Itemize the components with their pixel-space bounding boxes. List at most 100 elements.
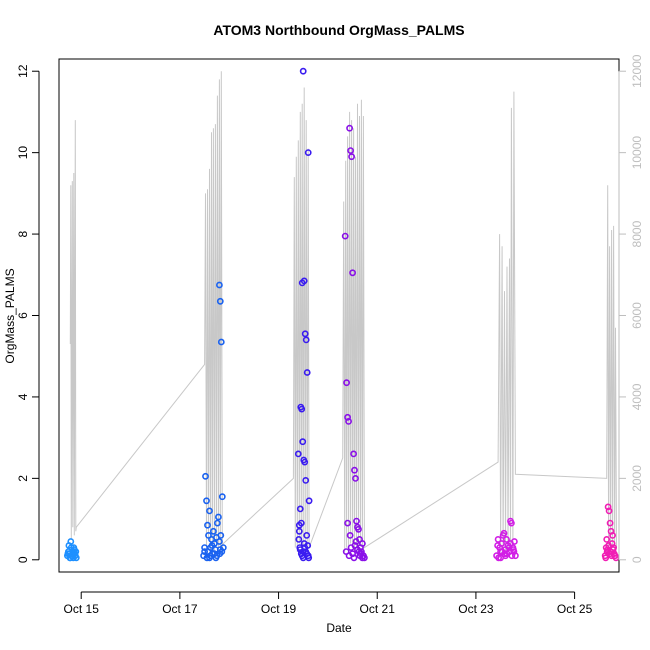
- data-point: [609, 532, 616, 539]
- data-point: [295, 536, 303, 543]
- y-axis-label: OrgMass_PALMS: [3, 268, 17, 363]
- data-point: [201, 544, 208, 551]
- data-point: [351, 466, 358, 474]
- data-point: [610, 544, 617, 551]
- data-point: [602, 554, 610, 562]
- data-point: [217, 532, 225, 539]
- data-point: [344, 413, 351, 421]
- data-point: [510, 546, 517, 553]
- data-point: [208, 542, 216, 549]
- series-oct-25: [601, 503, 620, 562]
- data-point: [358, 540, 366, 547]
- data-point: [305, 497, 313, 505]
- data-point: [302, 476, 310, 484]
- x-axis-label: Date: [326, 621, 352, 635]
- data-point: [209, 527, 217, 535]
- data-point: [502, 552, 509, 560]
- data-point: [604, 503, 612, 511]
- data-point: [341, 232, 349, 240]
- y-tick-label: 0: [16, 556, 30, 563]
- data-point: [72, 548, 80, 555]
- x-axis: Oct 15 Oct 17 Oct 19 Oct 21 Oct 23 Oct 25: [64, 591, 593, 616]
- data-point: [305, 554, 313, 562]
- data-point: [203, 497, 210, 505]
- x-tick-label: Oct 15: [64, 602, 100, 616]
- data-point: [303, 532, 311, 539]
- x-tick-label: Oct 19: [261, 602, 297, 616]
- y-right-tick-label: 8000: [630, 220, 644, 247]
- data-points: [64, 67, 620, 562]
- altitude-trace: [69, 71, 617, 552]
- data-point: [500, 529, 508, 537]
- data-point: [343, 379, 350, 387]
- data-point: [349, 269, 356, 277]
- y-tick-label: 12: [16, 64, 30, 78]
- y-tick-label: 10: [16, 146, 30, 160]
- data-point: [302, 336, 310, 344]
- data-point: [346, 532, 354, 539]
- data-point: [67, 538, 75, 545]
- data-point: [604, 546, 612, 553]
- data-point: [299, 67, 307, 75]
- data-point: [218, 493, 226, 501]
- y-axis-right: 0 2000 4000 6000 8000 10000 12000: [618, 54, 644, 563]
- y-right-tick-label: 12000: [630, 54, 644, 88]
- plot-area-border: [58, 58, 620, 573]
- data-point: [69, 554, 77, 562]
- series-oct-14: [64, 538, 80, 562]
- y-tick-label: 8: [16, 230, 30, 237]
- data-point: [299, 548, 307, 555]
- y-right-tick-label: 4000: [630, 383, 644, 410]
- data-point: [304, 149, 312, 156]
- data-point: [217, 338, 225, 346]
- y-tick-label: 2: [16, 475, 30, 482]
- data-point: [213, 519, 221, 527]
- data-point: [212, 554, 220, 562]
- data-point: [507, 540, 514, 547]
- data-point: [355, 525, 362, 533]
- data-point: [300, 277, 308, 285]
- x-tick-label: Oct 17: [162, 602, 198, 616]
- series-oct-20: [341, 124, 368, 562]
- data-point: [352, 538, 360, 545]
- data-point: [348, 153, 355, 161]
- data-point: [201, 548, 208, 555]
- y-tick-label: 6: [16, 312, 30, 319]
- data-point: [346, 124, 353, 132]
- y-right-tick-label: 6000: [630, 302, 644, 329]
- x-tick-label: Oct 23: [458, 602, 494, 616]
- data-point: [503, 536, 510, 543]
- data-point: [494, 542, 501, 549]
- data-point: [206, 507, 213, 515]
- data-point: [215, 281, 223, 289]
- data-point: [295, 527, 303, 535]
- data-point: [300, 540, 308, 547]
- data-point: [214, 513, 222, 521]
- y-axis: 0 2 4 6 8 10 12: [16, 64, 40, 563]
- data-point: [494, 536, 502, 543]
- data-point: [352, 474, 359, 482]
- data-point: [216, 297, 224, 305]
- data-point: [350, 450, 357, 458]
- y-right-tick-label: 10000: [630, 136, 644, 170]
- altitude-line: [69, 71, 617, 552]
- y-right-tick-label: 0: [630, 556, 644, 563]
- data-point: [207, 552, 214, 560]
- series-oct-19: [294, 67, 313, 562]
- data-point: [605, 507, 613, 515]
- data-point: [606, 519, 614, 527]
- data-point: [347, 544, 355, 551]
- data-point: [218, 548, 226, 555]
- series-oct-23: [493, 517, 519, 562]
- data-point: [294, 450, 302, 458]
- data-point: [347, 147, 354, 154]
- data-point: [507, 519, 515, 527]
- data-point: [345, 417, 352, 425]
- data-point: [303, 369, 311, 376]
- data-point: [608, 552, 615, 560]
- y-tick-label: 4: [16, 393, 30, 400]
- series-oct-17: [200, 281, 227, 562]
- data-point: [355, 548, 363, 555]
- data-point: [204, 521, 211, 529]
